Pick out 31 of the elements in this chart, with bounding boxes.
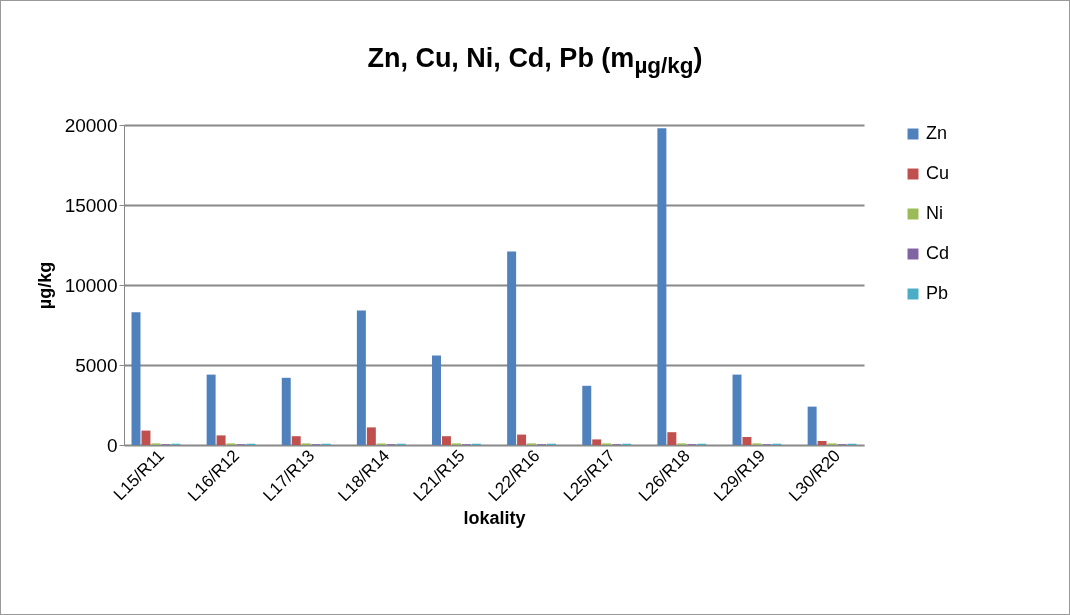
bar xyxy=(216,435,226,445)
legend-label: Cu xyxy=(926,163,950,183)
bar xyxy=(366,427,376,445)
bar xyxy=(432,355,441,445)
bar xyxy=(667,432,677,445)
bar xyxy=(356,310,366,445)
legend-label: Pb xyxy=(926,283,949,303)
y-axis-title: µg/kg xyxy=(34,261,55,310)
bar xyxy=(141,430,151,445)
bar xyxy=(291,436,301,445)
bar xyxy=(517,434,527,445)
bar xyxy=(807,406,817,445)
bar xyxy=(582,385,592,445)
bar xyxy=(281,377,291,445)
y-tick-label: 0 xyxy=(106,434,118,456)
bar xyxy=(657,128,667,445)
bar xyxy=(592,439,602,445)
x-axis-title: lokality xyxy=(463,508,526,529)
y-tick-label: 15000 xyxy=(64,194,118,216)
y-tick-label: 20000 xyxy=(64,114,118,136)
legend-label: Cd xyxy=(926,243,950,263)
chart-title: Zn, Cu, Ni, Cd, Pb (m$_{µg/kg}$) xyxy=(366,43,704,80)
bar xyxy=(507,251,517,445)
bar xyxy=(742,437,752,445)
bar xyxy=(817,441,827,445)
bar xyxy=(206,374,216,445)
legend-label: Ni xyxy=(926,203,943,223)
bar xyxy=(441,436,451,445)
y-tick-label: 5000 xyxy=(75,354,118,376)
y-tick-label: 10000 xyxy=(64,274,118,296)
legend-label: Zn xyxy=(926,123,948,143)
